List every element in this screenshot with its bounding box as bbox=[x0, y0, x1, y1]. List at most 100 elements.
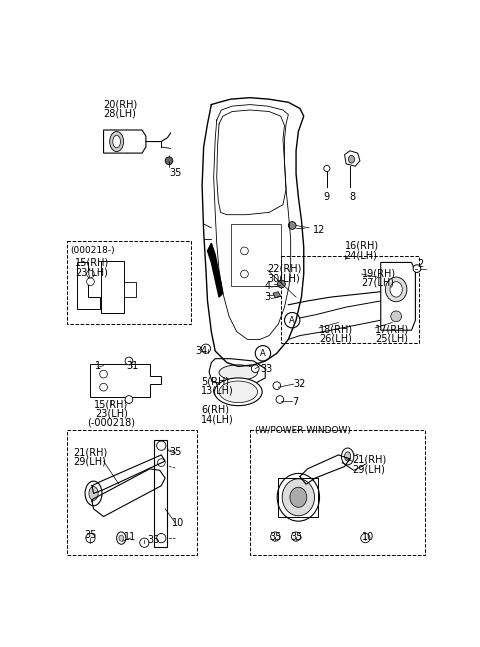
Text: 29(LH): 29(LH) bbox=[352, 464, 385, 474]
Polygon shape bbox=[77, 263, 100, 309]
Text: 29(LH): 29(LH) bbox=[73, 457, 106, 466]
Circle shape bbox=[413, 265, 421, 272]
Polygon shape bbox=[207, 243, 223, 297]
Text: 20(RH): 20(RH) bbox=[104, 99, 138, 109]
Bar bbox=[278, 478, 318, 516]
Circle shape bbox=[276, 396, 284, 403]
Ellipse shape bbox=[117, 532, 126, 544]
Bar bbox=[250, 430, 425, 555]
Circle shape bbox=[324, 166, 330, 171]
Text: 7: 7 bbox=[292, 397, 299, 407]
Ellipse shape bbox=[290, 487, 307, 507]
Text: 9: 9 bbox=[324, 192, 330, 202]
Circle shape bbox=[100, 383, 108, 391]
Bar bbox=[154, 439, 168, 547]
Ellipse shape bbox=[385, 277, 407, 302]
Polygon shape bbox=[90, 364, 161, 397]
Polygon shape bbox=[209, 358, 265, 386]
Text: 34: 34 bbox=[195, 345, 207, 356]
Circle shape bbox=[156, 534, 166, 543]
Ellipse shape bbox=[215, 378, 262, 406]
Circle shape bbox=[240, 247, 248, 255]
Text: 5(RH): 5(RH) bbox=[201, 377, 229, 386]
Text: (-000218): (-000218) bbox=[87, 418, 135, 428]
Circle shape bbox=[255, 345, 271, 361]
Text: 1: 1 bbox=[95, 361, 101, 371]
Circle shape bbox=[273, 382, 281, 389]
Ellipse shape bbox=[391, 311, 402, 322]
Text: 30(LH): 30(LH) bbox=[267, 273, 300, 283]
Ellipse shape bbox=[89, 487, 98, 500]
Circle shape bbox=[156, 441, 166, 450]
Circle shape bbox=[165, 157, 173, 164]
Text: (000218-): (000218-) bbox=[71, 245, 115, 254]
Text: 25(LH): 25(LH) bbox=[375, 333, 408, 344]
Text: 22(RH): 22(RH) bbox=[267, 264, 302, 274]
Text: 11: 11 bbox=[124, 532, 137, 542]
Text: 35: 35 bbox=[147, 535, 160, 545]
Ellipse shape bbox=[277, 474, 320, 521]
Circle shape bbox=[252, 365, 259, 373]
Text: A: A bbox=[289, 316, 295, 325]
Circle shape bbox=[157, 459, 165, 466]
Bar bbox=[67, 430, 197, 555]
Text: 3: 3 bbox=[264, 292, 271, 302]
Circle shape bbox=[240, 270, 248, 278]
Circle shape bbox=[361, 534, 370, 543]
Ellipse shape bbox=[110, 131, 123, 151]
Text: 31: 31 bbox=[126, 361, 138, 371]
Circle shape bbox=[86, 278, 94, 285]
Text: 33: 33 bbox=[260, 364, 272, 374]
Bar bbox=[67, 241, 191, 324]
Ellipse shape bbox=[119, 535, 123, 541]
Circle shape bbox=[125, 357, 133, 365]
Text: 23(LH): 23(LH) bbox=[75, 267, 108, 277]
Text: 6(RH): 6(RH) bbox=[201, 405, 229, 415]
Text: 23(LH): 23(LH) bbox=[95, 409, 128, 419]
Circle shape bbox=[277, 280, 285, 288]
Polygon shape bbox=[381, 263, 415, 330]
Text: A: A bbox=[260, 349, 266, 358]
Ellipse shape bbox=[348, 155, 355, 163]
Text: 27(LH): 27(LH) bbox=[361, 278, 395, 288]
Circle shape bbox=[201, 344, 211, 353]
Text: 35: 35 bbox=[84, 531, 96, 540]
Text: 19(RH): 19(RH) bbox=[361, 269, 396, 279]
Text: 28(LH): 28(LH) bbox=[104, 109, 136, 118]
Ellipse shape bbox=[282, 479, 314, 516]
Ellipse shape bbox=[345, 452, 351, 461]
Ellipse shape bbox=[113, 135, 120, 148]
Bar bbox=[281, 256, 419, 342]
Text: 16(RH): 16(RH) bbox=[345, 241, 379, 251]
Circle shape bbox=[125, 396, 133, 403]
Text: 8: 8 bbox=[349, 192, 355, 202]
Text: 12: 12 bbox=[313, 225, 325, 235]
Text: 2: 2 bbox=[417, 259, 423, 269]
Ellipse shape bbox=[390, 281, 402, 297]
Text: 17(RH): 17(RH) bbox=[375, 324, 409, 334]
Circle shape bbox=[100, 370, 108, 378]
Circle shape bbox=[140, 538, 149, 547]
Bar bbox=[124, 281, 136, 297]
Text: 35: 35 bbox=[290, 532, 302, 542]
Bar bbox=[101, 261, 124, 313]
Text: 35: 35 bbox=[269, 532, 281, 542]
Text: 35: 35 bbox=[169, 168, 181, 179]
Text: 32: 32 bbox=[294, 380, 306, 389]
Text: 10: 10 bbox=[172, 518, 184, 528]
Text: 21(RH): 21(RH) bbox=[352, 455, 386, 465]
Text: 10: 10 bbox=[361, 532, 374, 542]
Text: 4: 4 bbox=[264, 281, 271, 291]
Text: 15(RH): 15(RH) bbox=[75, 258, 109, 268]
Circle shape bbox=[86, 534, 95, 543]
Text: 18(RH): 18(RH) bbox=[319, 324, 353, 334]
Circle shape bbox=[288, 222, 296, 229]
Text: 15(RH): 15(RH) bbox=[94, 399, 128, 410]
Text: 24(LH): 24(LH) bbox=[345, 250, 377, 260]
Ellipse shape bbox=[341, 448, 354, 465]
Text: 13(LH): 13(LH) bbox=[201, 386, 234, 395]
Text: (W/POWER WINDOW): (W/POWER WINDOW) bbox=[255, 426, 351, 435]
Text: 14(LH): 14(LH) bbox=[201, 414, 234, 424]
Text: 21(RH): 21(RH) bbox=[73, 447, 107, 457]
Text: 35: 35 bbox=[169, 447, 181, 457]
